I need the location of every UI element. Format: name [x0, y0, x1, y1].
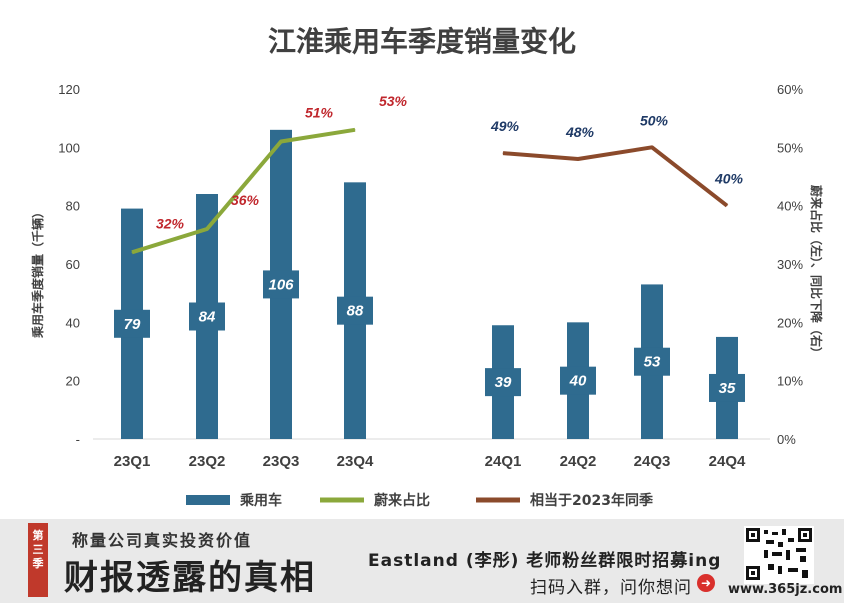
bar-data-label: 35: [719, 380, 736, 397]
line-point: [577, 158, 579, 160]
line-point: [280, 141, 282, 142]
y2-tick-label: 30%: [777, 257, 803, 272]
y-tick-label: 120: [58, 82, 80, 97]
y-tick-label: -: [76, 432, 80, 447]
bar-label-box: [337, 296, 373, 325]
bar-label-box: [634, 347, 670, 376]
x-tick-label: 23Q1: [114, 453, 151, 470]
line-point: [206, 228, 208, 230]
footer-brand: 财报透露的真相: [64, 558, 316, 598]
bar-data-label: 88: [347, 303, 364, 320]
y-tick-label: 20: [66, 374, 80, 389]
arrow-right-icon[interactable]: ➜: [697, 574, 715, 592]
line-point: [354, 129, 356, 131]
watermark: www.365jz.com: [728, 582, 843, 597]
y2-tick-label: 40%: [777, 199, 803, 214]
bar-data-label: 79: [124, 316, 141, 333]
line-data-label: 36%: [231, 192, 260, 208]
x-tick-label: 23Q2: [189, 453, 226, 470]
promo-line-2: 扫码入群，问你想问: [530, 578, 692, 598]
y-tick-label: 40: [66, 315, 80, 330]
bar-data-label: 106: [268, 276, 294, 293]
chart-title: 江淮乘用车季度销量变化: [268, 25, 576, 58]
bar-label-box: [189, 302, 225, 331]
y-tick-label: 100: [58, 140, 80, 155]
bar-label-box: [263, 270, 299, 299]
y-axis-title: 乘用车季度销量（千辆）: [30, 206, 45, 339]
y2-tick-label: 0%: [777, 432, 796, 447]
qr-code-image[interactable]: [744, 526, 814, 584]
x-tick-label: 23Q4: [337, 453, 374, 470]
bar-label-box: [709, 373, 745, 402]
y2-tick-label: 50%: [777, 140, 803, 155]
y-tick-label: 60: [66, 257, 80, 272]
y2-tick-label: 20%: [777, 315, 803, 330]
line-data-label: 53%: [379, 93, 408, 109]
line-point: [726, 205, 728, 207]
chart: 江淮乘用车季度销量变化 乘用车季度销量（千辆） 蔚来占比（左）、同比下降（右） …: [30, 25, 824, 509]
line-data-label: 49%: [490, 118, 520, 134]
legend-label: 蔚来占比: [374, 492, 430, 509]
share-line: [131, 127, 356, 255]
bar-data-label: 40: [569, 373, 587, 390]
x-tick-label: 24Q2: [560, 453, 597, 470]
line-point: [131, 251, 133, 253]
bar-label-box: [485, 368, 521, 397]
line-point: [651, 146, 653, 148]
y2-axis-title: 蔚来占比（左）、同比下降（右）: [809, 185, 824, 359]
yoy-line: [502, 145, 729, 208]
line-point: [502, 152, 504, 154]
legend-swatch: [186, 495, 230, 505]
legend-label: 乘用车: [239, 492, 282, 509]
x-tick-label: 24Q1: [485, 453, 522, 470]
bar-data-label: 53: [644, 354, 661, 371]
line-data-label: 40%: [714, 171, 744, 187]
line-data-label: 51%: [305, 105, 334, 121]
line-data-label: 32%: [156, 215, 185, 231]
legend-label: 相当于2023年同季: [530, 492, 653, 509]
bar-data-label: 39: [495, 374, 512, 391]
x-tick-label: 24Q3: [634, 453, 671, 470]
x-tick-label: 24Q4: [709, 453, 746, 470]
line-data-label: 50%: [640, 112, 669, 128]
bar-label-box: [560, 366, 596, 395]
bar-data-label: 84: [199, 309, 216, 326]
bar-label-box: [114, 309, 150, 338]
y2-tick-label: 60%: [777, 82, 803, 97]
y2-tick-label: 10%: [777, 374, 803, 389]
footer-subtitle: 称量公司真实投资价值: [72, 531, 253, 550]
y-tick-label: 80: [66, 199, 80, 214]
promo-line-1: Eastland (李彤) 老师粉丝群限时招募ing: [368, 551, 722, 571]
season-badge: 第三季: [28, 523, 48, 597]
x-tick-label: 23Q3: [263, 453, 300, 470]
line-data-label: 48%: [565, 124, 595, 140]
